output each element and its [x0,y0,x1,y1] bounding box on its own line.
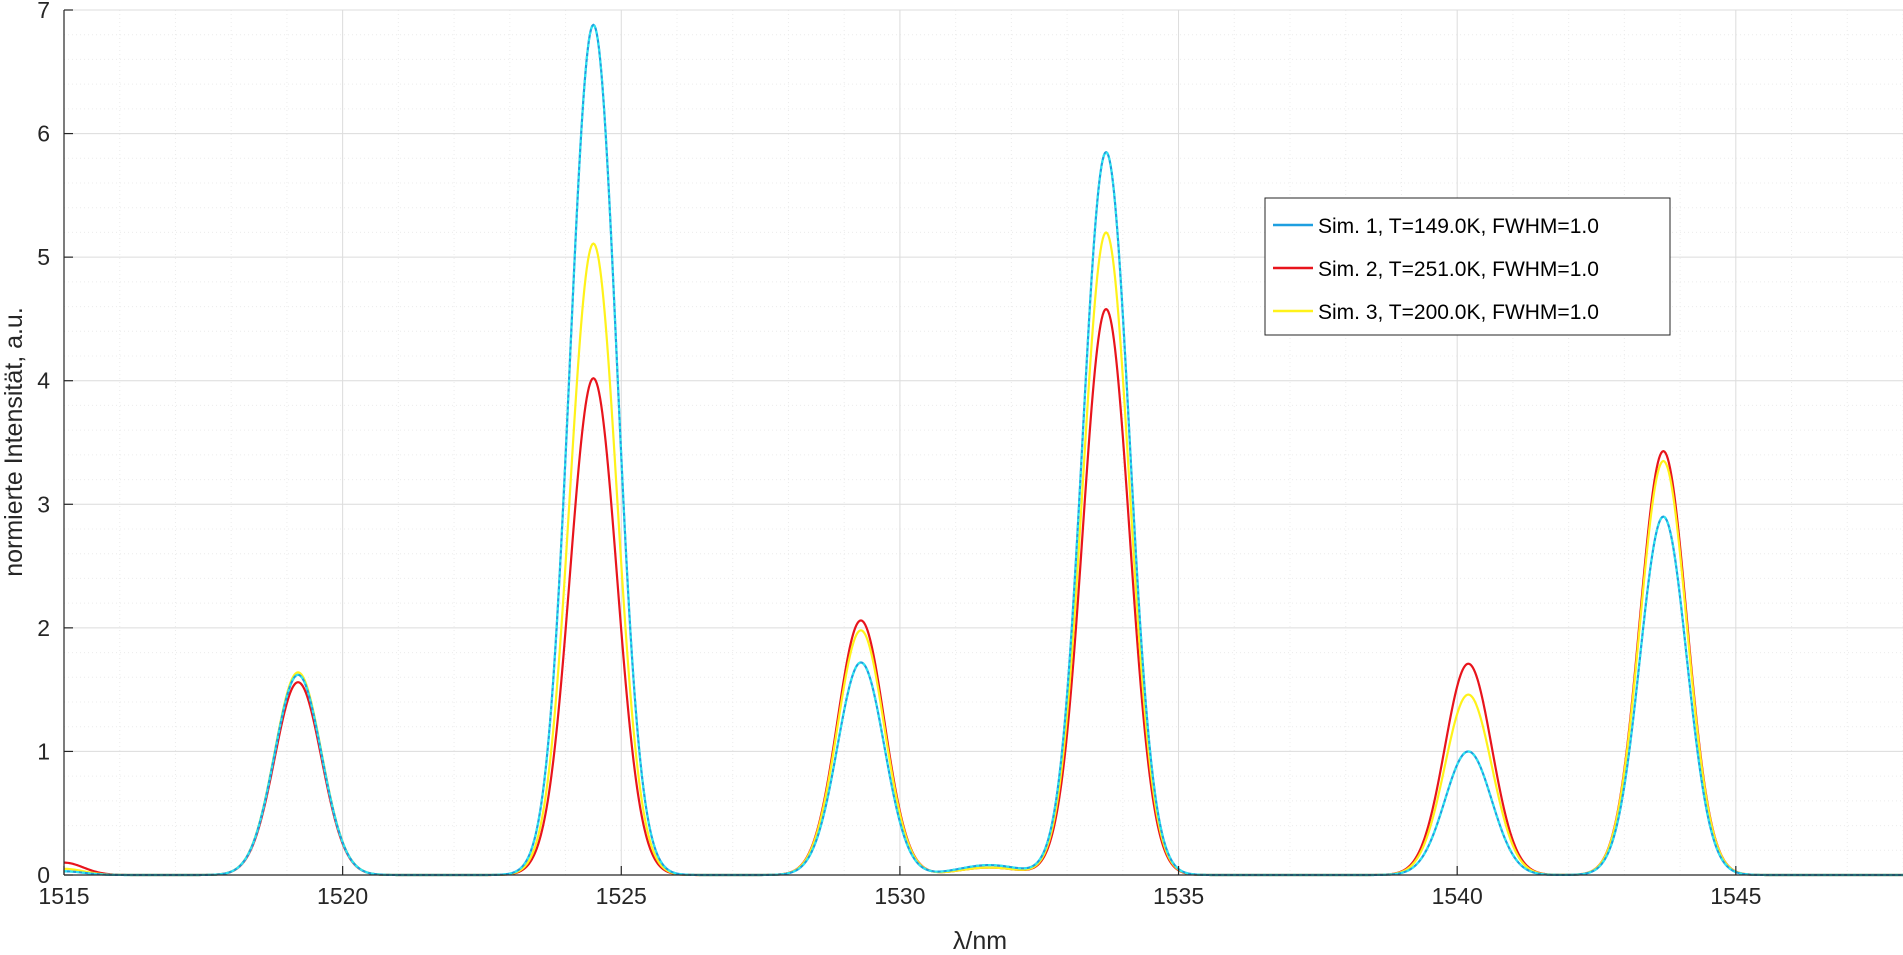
y-tick-label: 1 [37,738,50,764]
x-axis-label: λ/nm [953,927,1007,955]
x-tick-label: 1535 [1153,883,1204,909]
x-axis-ticks: 1515 1520 1525 1530 1535 1540 1545 [38,866,1761,909]
y-tick-label: 3 [37,491,50,517]
x-tick-label: 1540 [1432,883,1483,909]
y-tick-label: 7 [37,0,50,23]
legend-box [1264,197,1671,336]
series-line-1-overlay [63,23,1903,877]
y-tick-label: 2 [37,615,50,641]
legend-label-3: Sim. 3, T=200.0K, FWHM=1.0 [1318,301,1599,324]
legend: Sim. 1, T=149.0K, FWHM=1.0 Sim. 2, T=251.… [1264,197,1671,336]
legend-label-1: Sim. 1, T=149.0K, FWHM=1.0 [1318,215,1599,238]
y-axis-label: normierte Intensität, a.u. [0,307,28,577]
y-tick-label: 4 [37,368,50,394]
y-tick-label: 0 [37,862,50,888]
x-tick-label: 1545 [1710,883,1761,909]
y-axis-ticks: 0 1 2 3 4 5 6 7 [37,0,73,888]
x-tick-label: 1520 [317,883,368,909]
axes [63,10,1903,876]
legend-label-2: Sim. 2, T=251.0K, FWHM=1.0 [1318,258,1599,281]
x-tick-label: 1515 [38,883,89,909]
y-tick-label: 5 [37,244,50,270]
x-tick-label: 1525 [596,883,647,909]
y-tick-label: 6 [37,121,50,147]
plot-background [64,10,1903,875]
minor-grid [64,10,1903,875]
x-tick-label: 1530 [874,883,925,909]
series-layer [63,23,1903,877]
